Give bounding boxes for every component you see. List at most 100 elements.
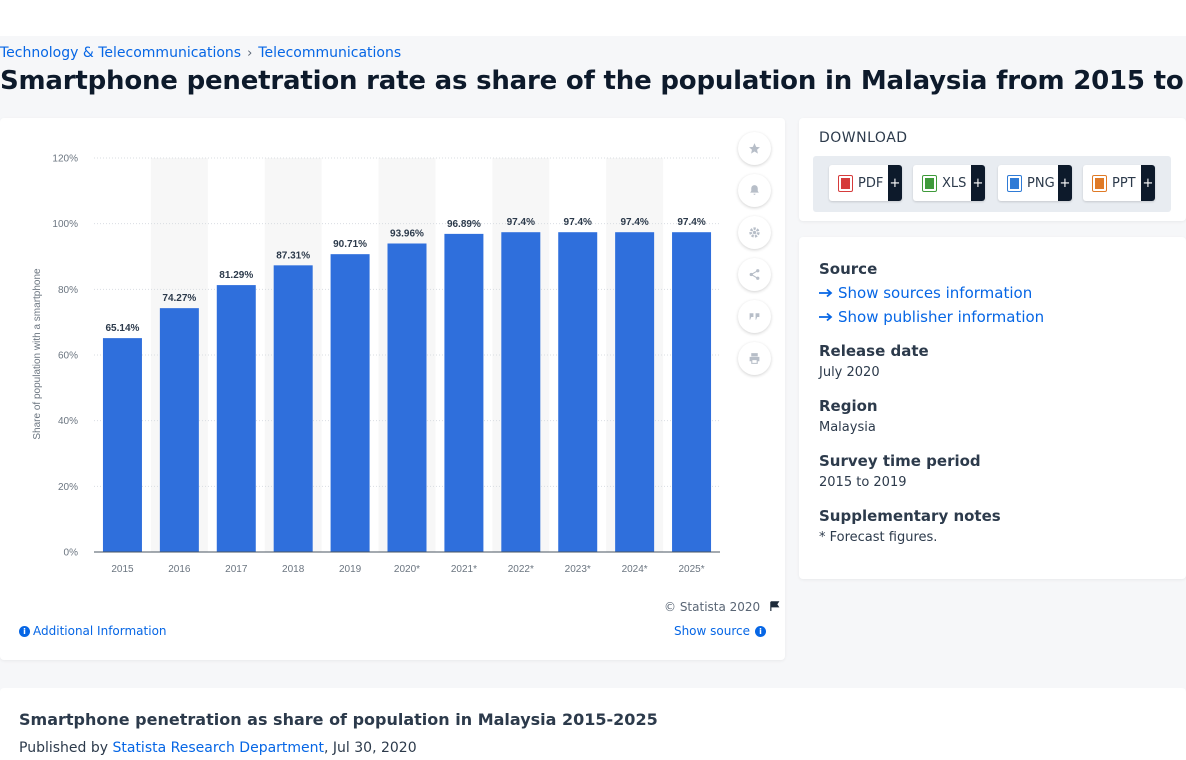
y-tick-label: 0% [64,548,79,559]
bar[interactable] [615,232,654,552]
y-tick-label: 40% [58,416,78,427]
download-pdf-button[interactable]: PDF + [829,165,902,201]
data-label: 90.71% [333,239,367,250]
additional-info-label: Additional Information [33,624,167,638]
survey-period-value: 2015 to 2019 [819,475,906,490]
x-tick-label: 2024* [622,564,648,575]
data-label: 96.89% [447,219,481,230]
x-tick-label: 2015 [111,564,134,575]
release-date-heading: Release date [819,342,929,360]
plus-icon: + [888,165,902,201]
plus-icon: + [1058,165,1072,201]
flag-icon[interactable] [770,601,780,611]
top-bar [0,0,1186,36]
star-icon [748,142,761,155]
x-tick-label: 2023* [565,564,591,575]
download-title: DOWNLOAD [819,130,908,146]
survey-period-heading: Survey time period [819,452,981,470]
data-label: 93.96% [390,228,424,239]
show-sources-label: Show sources information [838,284,1032,302]
description-card: Smartphone penetration as share of popul… [0,688,1186,760]
x-tick-label: 2020* [394,564,420,575]
published-by-label: Published by [19,740,108,756]
gear-icon [748,226,761,239]
bar-chart: 0% 20% 40% 60% 80% 100% 120% 65.14% 74.27% 81.29… [0,118,730,588]
breadcrumb-item-technology[interactable]: Technology & Telecommunications [0,45,241,61]
release-date-value: July 2020 [819,365,880,380]
download-png-button[interactable]: PNG + [998,165,1072,201]
breadcrumb: Technology & Telecommunications › Teleco… [0,44,401,62]
download-xls-button[interactable]: XLS + [913,165,985,201]
bar[interactable] [160,308,199,552]
additional-info-link[interactable]: i Additional Information [19,624,167,638]
breadcrumb-item-telecommunications[interactable]: Telecommunications [258,45,401,61]
pdf-file-icon [839,176,852,191]
bar[interactable] [558,232,597,552]
plus-icon: + [1141,165,1155,201]
x-tick-label: 2025* [678,564,704,575]
y-axis-label: Share of population with a smartphone [32,268,43,440]
download-panel: DOWNLOAD PDF + XLS + PNG + PPT + [799,118,1186,221]
bar[interactable] [274,265,313,552]
data-label: 65.14% [105,323,139,334]
share-button[interactable] [738,258,771,291]
show-source-label: Show source [674,624,750,638]
xls-file-icon [923,176,936,191]
bar[interactable] [103,338,142,552]
download-ppt-button[interactable]: PPT + [1083,165,1155,201]
source-heading: Source [819,260,877,278]
x-tick-label: 2019 [339,564,362,575]
print-icon [748,352,761,365]
data-label: 97.4% [620,217,648,228]
description-title: Smartphone penetration as share of popul… [19,710,658,729]
region-value: Malaysia [819,420,876,435]
data-label: 97.4% [507,217,535,228]
published-date: , Jul 30, 2020 [324,740,417,756]
supplementary-notes-value: * Forecast figures. [819,530,937,545]
bell-icon [748,184,761,197]
region-heading: Region [819,397,878,415]
y-tick-label: 80% [58,285,78,296]
copyright-text: © Statista 2020 [664,600,780,614]
settings-button[interactable] [738,216,771,249]
x-tick-label: 2021* [451,564,477,575]
arrow-right-icon [819,312,833,322]
favorite-button[interactable] [738,132,771,165]
data-label: 74.27% [162,293,196,304]
download-buttons: PDF + XLS + PNG + PPT + [813,156,1171,212]
chart-toolbar [738,132,771,384]
y-tick-label: 120% [52,154,78,165]
statistic-details: Source Show sources information Show pub… [799,237,1186,579]
download-pdf-label: PDF [858,176,888,191]
y-tick-label: 60% [58,351,78,362]
show-source-link[interactable]: Show source i [674,624,766,638]
share-icon [748,268,761,281]
png-file-icon [1008,176,1021,191]
quote-icon [748,310,761,323]
show-publisher-label: Show publisher information [838,308,1044,326]
y-tick-label: 20% [58,482,78,493]
notification-button[interactable] [738,174,771,207]
data-label: 87.31% [276,250,310,261]
data-label: 97.4% [564,217,592,228]
published-line: Published by Statista Research Departmen… [19,740,417,756]
arrow-right-icon [819,288,833,298]
bar[interactable] [217,285,256,552]
author-link[interactable]: Statista Research Department [112,740,324,756]
y-tick-label: 100% [52,219,78,230]
show-publisher-link[interactable]: Show publisher information [819,308,1044,326]
x-tick-label: 2017 [225,564,248,575]
bar[interactable] [388,243,427,552]
bar[interactable] [444,234,483,552]
info-icon: i [755,626,766,637]
bar[interactable] [501,232,540,552]
copyright-label: © Statista 2020 [664,600,760,614]
download-ppt-label: PPT [1112,176,1141,191]
download-png-label: PNG [1027,176,1058,191]
x-tick-label: 2018 [282,564,305,575]
show-sources-link[interactable]: Show sources information [819,284,1032,302]
cite-button[interactable] [738,300,771,333]
print-button[interactable] [738,342,771,375]
bar[interactable] [672,232,711,552]
bar[interactable] [331,254,370,552]
